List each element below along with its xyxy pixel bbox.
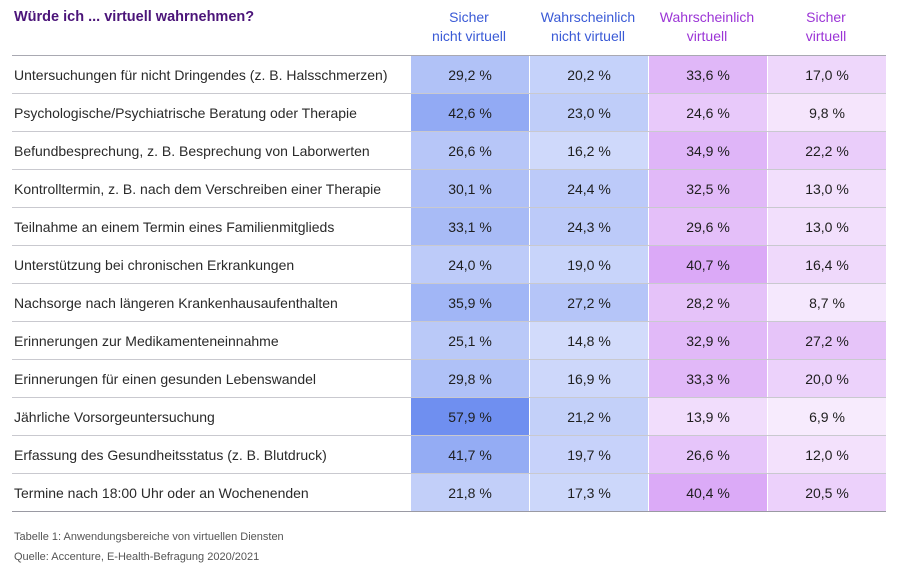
row-label: Befundbesprechung, z. B. Besprechung von… bbox=[12, 131, 411, 170]
value-cell: 41,7 % bbox=[410, 435, 530, 474]
row-label: Teilnahme an einem Termin eines Familien… bbox=[12, 207, 411, 246]
value-cell: 20,2 % bbox=[529, 56, 649, 94]
value-cell: 33,1 % bbox=[410, 207, 530, 246]
value-cell: 29,2 % bbox=[410, 56, 530, 94]
value-cell: 25,1 % bbox=[410, 321, 530, 360]
value-cell: 24,4 % bbox=[529, 169, 649, 208]
value-cell: 24,3 % bbox=[529, 207, 649, 246]
row-label: Kontrolltermin, z. B. nach dem Verschrei… bbox=[12, 169, 411, 208]
row-label: Unterstützung bei chronischen Erkrankung… bbox=[12, 245, 411, 284]
table-row: Erinnerungen für einen gesunden Lebenswa… bbox=[12, 359, 886, 398]
value-cell: 40,4 % bbox=[648, 473, 768, 512]
row-label: Untersuchungen für nicht Dringendes (z. … bbox=[12, 56, 411, 94]
column-header-line1: Wahrscheinlich bbox=[540, 9, 636, 25]
value-cell: 33,3 % bbox=[648, 359, 768, 398]
column-header-line2: virtuell bbox=[805, 28, 847, 44]
table-row: Untersuchungen für nicht Dringendes (z. … bbox=[12, 56, 886, 94]
value-cell: 17,0 % bbox=[767, 56, 886, 94]
table-row: Jährliche Vorsorgeuntersuchung 57,9 % 21,2… bbox=[12, 397, 886, 436]
value-cell: 16,2 % bbox=[529, 131, 649, 170]
value-cell: 24,6 % bbox=[648, 93, 768, 132]
value-cell: 32,9 % bbox=[648, 321, 768, 360]
table-row: Nachsorge nach längeren Krankenhausaufen… bbox=[12, 283, 886, 322]
table-row: Erinnerungen zur Medikamenteneinnahme 25,… bbox=[12, 321, 886, 360]
value-cell: 20,5 % bbox=[767, 473, 886, 512]
value-cell: 28,2 % bbox=[648, 283, 768, 322]
column-header-line2: virtuell bbox=[686, 28, 728, 44]
row-label: Erinnerungen für einen gesunden Lebenswa… bbox=[12, 359, 411, 398]
value-cell: 33,6 % bbox=[648, 56, 768, 94]
table-row: Psychologische/Psychiatrische Beratung o… bbox=[12, 93, 886, 132]
table-row: Erfassung des Gesundheitsstatus (z. B. B… bbox=[12, 435, 886, 474]
value-cell: 6,9 % bbox=[767, 397, 886, 436]
value-cell: 17,3 % bbox=[529, 473, 649, 512]
value-cell: 21,8 % bbox=[410, 473, 530, 512]
column-header-line2: nicht virtuell bbox=[432, 28, 506, 44]
column-header-line2: nicht virtuell bbox=[551, 28, 625, 44]
value-cell: 16,9 % bbox=[529, 359, 649, 398]
column-header-line1: Sicher bbox=[449, 9, 489, 25]
value-cell: 57,9 % bbox=[410, 397, 530, 436]
column-header-sicher-virtuell: Sicher virtuell bbox=[767, 8, 885, 46]
value-cell: 42,6 % bbox=[410, 93, 530, 132]
column-header-sicher-nicht-virtuell: Sicher nicht virtuell bbox=[410, 8, 528, 46]
value-cell: 22,2 % bbox=[767, 131, 886, 170]
column-header-line1: Sicher bbox=[806, 9, 846, 25]
data-table: Untersuchungen für nicht Dringendes (z. … bbox=[12, 56, 886, 512]
table-row: Befundbesprechung, z. B. Besprechung von… bbox=[12, 131, 886, 170]
value-cell: 29,8 % bbox=[410, 359, 530, 398]
table-row: Teilnahme an einem Termin eines Familien… bbox=[12, 207, 886, 246]
value-cell: 24,0 % bbox=[410, 245, 530, 284]
value-cell: 20,0 % bbox=[767, 359, 886, 398]
value-cell: 40,7 % bbox=[648, 245, 768, 284]
row-label: Erinnerungen zur Medikamenteneinnahme bbox=[12, 321, 411, 360]
value-cell: 13,0 % bbox=[767, 169, 886, 208]
value-cell: 30,1 % bbox=[410, 169, 530, 208]
value-cell: 9,8 % bbox=[767, 93, 886, 132]
value-cell: 8,7 % bbox=[767, 283, 886, 322]
value-cell: 16,4 % bbox=[767, 245, 886, 284]
value-cell: 27,2 % bbox=[529, 283, 649, 322]
value-cell: 26,6 % bbox=[410, 131, 530, 170]
row-label: Termine nach 18:00 Uhr oder an Wochenend… bbox=[12, 473, 411, 512]
value-cell: 19,7 % bbox=[529, 435, 649, 474]
row-label: Jährliche Vorsorgeuntersuchung bbox=[12, 397, 411, 436]
column-header-line1: Wahrscheinlich bbox=[659, 9, 755, 25]
table-row: Kontrolltermin, z. B. nach dem Verschrei… bbox=[12, 169, 886, 208]
value-cell: 12,0 % bbox=[767, 435, 886, 474]
value-cell: 29,6 % bbox=[648, 207, 768, 246]
table-body: Untersuchungen für nicht Dringendes (z. … bbox=[12, 56, 886, 512]
row-label: Erfassung des Gesundheitsstatus (z. B. B… bbox=[12, 435, 411, 474]
table-caption: Tabelle 1: Anwendungsbereiche von virtue… bbox=[14, 531, 284, 543]
value-cell: 13,9 % bbox=[648, 397, 768, 436]
column-header-wahrscheinlich-virtuell: Wahrscheinlich virtuell bbox=[648, 8, 766, 46]
table-title: Würde ich ... virtuell wahrnehmen? bbox=[14, 9, 255, 25]
value-cell: 14,8 % bbox=[529, 321, 649, 360]
value-cell: 19,0 % bbox=[529, 245, 649, 284]
row-label: Nachsorge nach längeren Krankenhausaufen… bbox=[12, 283, 411, 322]
source-note: Quelle: Accenture, E-Health-Befragung 20… bbox=[14, 551, 260, 563]
value-cell: 34,9 % bbox=[648, 131, 768, 170]
value-cell: 23,0 % bbox=[529, 93, 649, 132]
column-header-wahrscheinlich-nicht-virtuell: Wahrscheinlich nicht virtuell bbox=[529, 8, 647, 46]
value-cell: 21,2 % bbox=[529, 397, 649, 436]
header-divider bbox=[12, 55, 886, 56]
table-row: Unterstützung bei chronischen Erkrankung… bbox=[12, 245, 886, 284]
value-cell: 27,2 % bbox=[767, 321, 886, 360]
value-cell: 26,6 % bbox=[648, 435, 768, 474]
value-cell: 13,0 % bbox=[767, 207, 886, 246]
table-row: Termine nach 18:00 Uhr oder an Wochenend… bbox=[12, 473, 886, 512]
value-cell: 32,5 % bbox=[648, 169, 768, 208]
value-cell: 35,9 % bbox=[410, 283, 530, 322]
row-label: Psychologische/Psychiatrische Beratung o… bbox=[12, 93, 411, 132]
